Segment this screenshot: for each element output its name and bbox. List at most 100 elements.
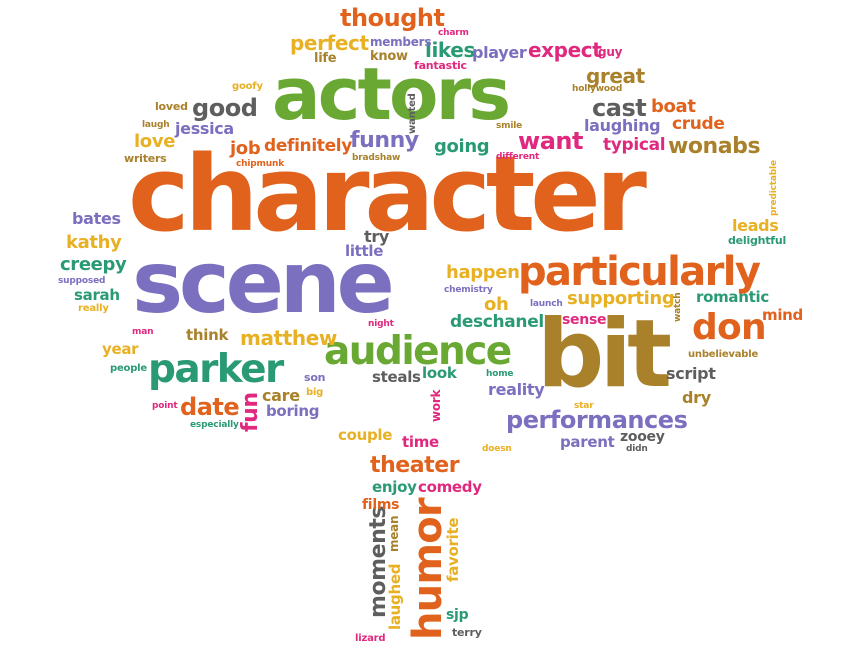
- word-particularly: particularly: [518, 249, 761, 295]
- word-writers: writers: [124, 152, 167, 165]
- word-want: want: [518, 127, 584, 155]
- word-favorite: favorite: [444, 517, 462, 582]
- word-character: character: [128, 133, 647, 255]
- word-steals: steals: [372, 368, 421, 386]
- word-funny: funny: [350, 128, 419, 153]
- word-smile: smile: [496, 121, 523, 131]
- word-laughing: laughing: [584, 116, 661, 135]
- word-try: try: [364, 227, 390, 246]
- word-likes: likes: [425, 38, 475, 62]
- word-especially: especially: [190, 420, 239, 430]
- word-members: members: [370, 35, 432, 49]
- word-know: know: [370, 49, 408, 64]
- word-parent: parent: [560, 433, 615, 451]
- word-parker: parker: [148, 347, 284, 392]
- word-hollywood: hollywood: [572, 84, 623, 94]
- word-work: work: [429, 389, 443, 422]
- word-really: really: [78, 303, 109, 314]
- word-night: night: [368, 319, 394, 329]
- word-couple: couple: [338, 426, 393, 444]
- word-sense: sense: [562, 312, 607, 328]
- word-little: little: [345, 242, 384, 260]
- word-kathy: kathy: [66, 232, 122, 253]
- word-matthew: matthew: [240, 326, 337, 350]
- word-script: script: [666, 364, 716, 383]
- word-creepy: creepy: [60, 254, 127, 275]
- word-laughed: laughed: [386, 563, 404, 630]
- word-cast: cast: [592, 94, 647, 122]
- word-performances: performances: [506, 406, 688, 434]
- word-going: going: [434, 136, 490, 157]
- word-films: films: [362, 497, 400, 513]
- word-reality: reality: [488, 380, 545, 399]
- word-doesn: doesn: [482, 444, 512, 454]
- word-look: look: [422, 364, 457, 382]
- word-didn: didn: [626, 444, 648, 454]
- word-unbelievable: unbelievable: [688, 349, 759, 360]
- word-big: big: [306, 387, 324, 398]
- word-son: son: [304, 371, 326, 384]
- word-great: great: [586, 64, 645, 88]
- word-expect: expect: [528, 38, 602, 62]
- word-man: man: [132, 327, 154, 337]
- word-jessica: jessica: [175, 119, 234, 138]
- word-oh: oh: [484, 294, 509, 315]
- word-guy: guy: [598, 45, 623, 59]
- word-humor: humor: [405, 498, 451, 640]
- word-think: think: [186, 326, 229, 344]
- word-star: star: [574, 401, 594, 411]
- word-zooey: zooey: [620, 429, 665, 445]
- word-don: don: [692, 307, 767, 348]
- word-different: different: [496, 152, 540, 162]
- word-terry: terry: [452, 626, 482, 639]
- word-wanted: wanted: [407, 93, 418, 134]
- word-mind: mind: [762, 306, 803, 324]
- word-enjoy: enjoy: [372, 478, 417, 496]
- word-bit: bit: [537, 300, 672, 409]
- word-chipmunk: chipmunk: [236, 159, 285, 169]
- word-job: job: [230, 138, 261, 159]
- word-date: date: [180, 393, 240, 421]
- word-delightful: delightful: [728, 234, 787, 247]
- word-audience: audience: [324, 329, 512, 374]
- word-player: player: [472, 43, 527, 62]
- word-chemistry: chemistry: [444, 285, 493, 295]
- word-bates: bates: [72, 209, 121, 228]
- word-life: life: [314, 51, 337, 66]
- word-perfect: perfect: [290, 31, 369, 55]
- word-romantic: romantic: [696, 288, 769, 306]
- word-lizard: lizard: [355, 633, 386, 644]
- word-year: year: [102, 340, 139, 358]
- word-leads: leads: [732, 216, 779, 235]
- word-home: home: [486, 369, 514, 379]
- word-good: good: [192, 94, 258, 122]
- word-comedy: comedy: [418, 478, 482, 496]
- word-watch: watch: [673, 292, 683, 322]
- word-fantastic: fantastic: [414, 59, 467, 72]
- word-sarah: sarah: [74, 286, 120, 304]
- word-deschanel: deschanel: [450, 312, 544, 332]
- word-scene: scene: [132, 233, 395, 333]
- word-love: love: [134, 131, 176, 152]
- word-predictable: predictable: [769, 160, 779, 216]
- word-supposed: supposed: [58, 276, 106, 286]
- word-thought: thought: [340, 4, 445, 32]
- word-fun: fun: [238, 392, 263, 432]
- word-typical: typical: [603, 135, 666, 155]
- word-supporting: supporting: [567, 288, 675, 309]
- word-mean: mean: [387, 515, 401, 552]
- word-care: care: [262, 386, 300, 405]
- word-boring: boring: [266, 402, 320, 420]
- word-bradshaw: bradshaw: [352, 153, 401, 163]
- word-launch: launch: [530, 299, 563, 309]
- word-point: point: [152, 401, 178, 411]
- word-charm: charm: [438, 28, 469, 38]
- word-definitely: definitely: [264, 136, 353, 156]
- word-people: people: [110, 363, 147, 374]
- word-wonabs: wonabs: [668, 134, 761, 159]
- word-goofy: goofy: [232, 81, 263, 92]
- word-laugh: laugh: [142, 120, 170, 130]
- word-theater: theater: [370, 453, 460, 478]
- word-time: time: [402, 433, 439, 451]
